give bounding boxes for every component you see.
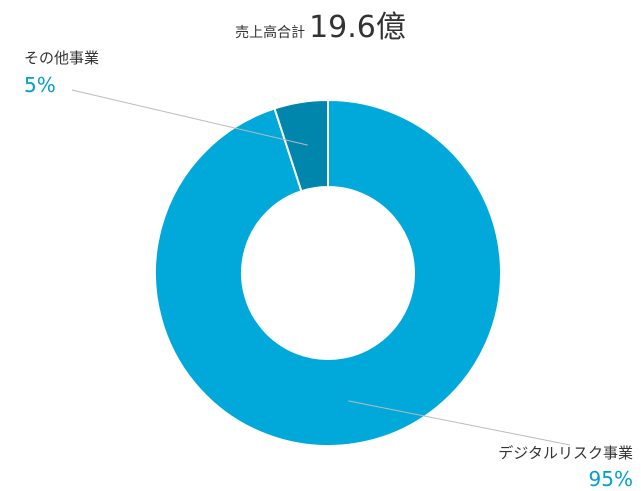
donut-slice-digital-risk — [153, 98, 502, 447]
donut-slice-other-business — [273, 98, 329, 193]
slice-label-other-business: その他事業 — [24, 49, 99, 67]
chart-title: 売上高合計 19.6億 — [0, 2, 641, 46]
slice-label-digital-risk: デジタルリスク事業 — [498, 444, 633, 462]
slice-percent-digital-risk: 95% — [589, 467, 633, 491]
leader-line-other-business — [71, 89, 308, 146]
title-label: 売上高合計 — [235, 25, 306, 41]
leader-line-digital-risk — [348, 400, 571, 446]
slice-percent-other-business: 5% — [24, 73, 56, 97]
title-value: 19.6億 — [309, 10, 406, 45]
